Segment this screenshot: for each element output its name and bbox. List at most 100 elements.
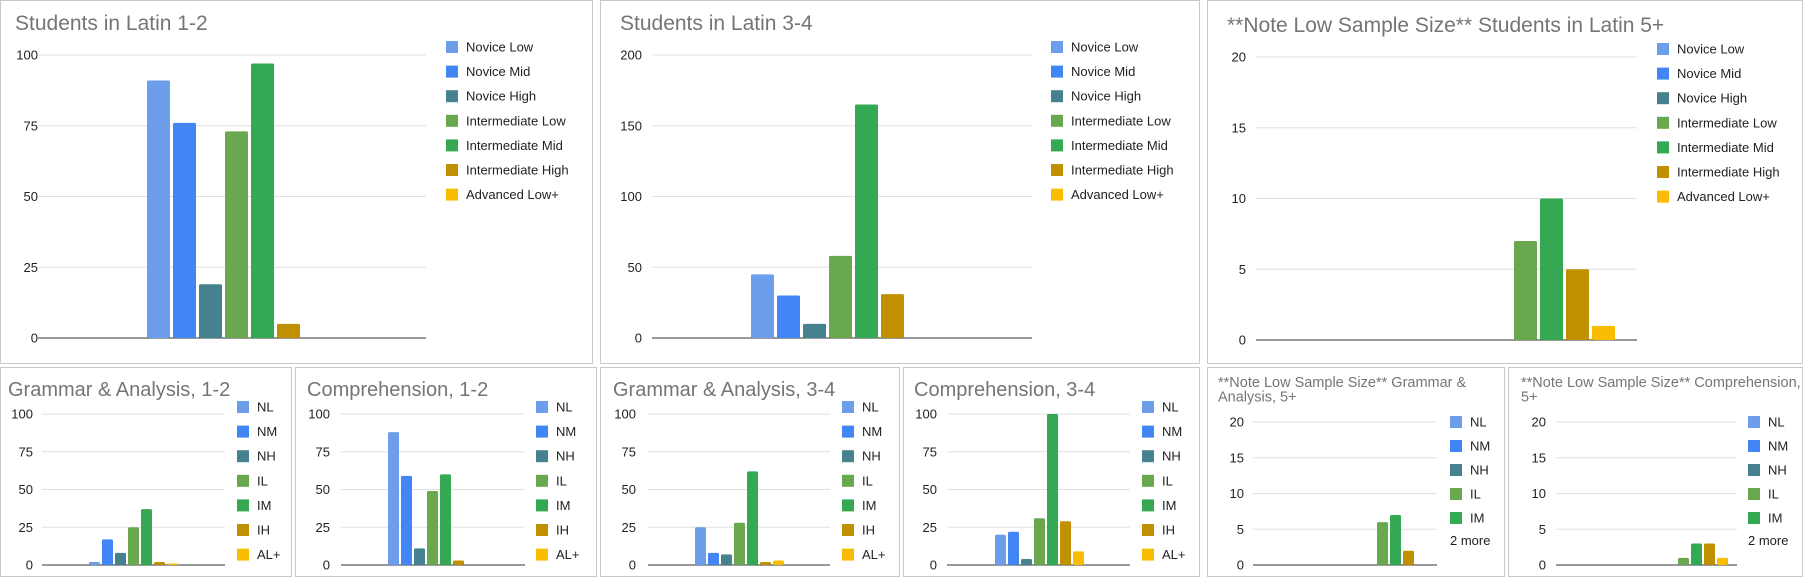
y-tick-label: 0 (26, 558, 33, 573)
y-tick-label: 75 (19, 444, 33, 459)
chart-title: **Note Low Sample Size** Grammar & Analys… (1218, 375, 1467, 406)
legend-label: IL (1162, 473, 1173, 488)
legend-swatch-intermediate-high (1142, 524, 1154, 536)
legend-label: NL (1768, 415, 1785, 430)
y-tick-label: 15 (1532, 450, 1546, 465)
panel-border (1207, 0, 1803, 364)
legend-swatch-advanced-low (237, 548, 249, 561)
legend-label: Novice High (1071, 89, 1141, 104)
legend-label: NH (862, 449, 881, 464)
chart-panel-5: Comprehension, 1-2 0 25 50 75 100 NL NM NH IL IM IH… (295, 367, 597, 577)
y-tick-label: 0 (1239, 333, 1246, 348)
bar-intermediate-mid (141, 509, 152, 565)
bar-intermediate-high (277, 323, 300, 338)
bar-advanced-low (1717, 557, 1728, 565)
y-tick-label: 0 (1539, 558, 1546, 573)
legend-label: IH (556, 523, 569, 538)
bar-intermediate-mid (251, 63, 274, 339)
y-tick-label: 5 (1239, 262, 1246, 277)
chart-panel-3: **Note Low Sample Size** Students in Lat… (1207, 0, 1803, 364)
legend-label: AL+ (257, 547, 281, 562)
y-tick-label: 0 (1237, 558, 1244, 573)
legend-label: Novice Low (1677, 42, 1745, 57)
bar-novice-high (115, 552, 126, 565)
legend-swatch-novice-high (536, 450, 548, 463)
legend-swatch-novice-high (1748, 464, 1760, 476)
y-tick-label: 0 (323, 558, 330, 573)
legend-swatch-advanced-low (1142, 548, 1154, 561)
bar-intermediate-low (1678, 557, 1689, 565)
legend-swatch-intermediate-low (842, 474, 854, 487)
legend-label: IL (862, 473, 873, 488)
legend-swatch-intermediate-low (1657, 116, 1669, 129)
legend-label: Advanced Low+ (1677, 189, 1770, 204)
legend-swatch-intermediate-mid (536, 499, 548, 512)
legend-label: Advanced Low+ (466, 187, 559, 202)
legend-label: Novice Low (466, 40, 534, 55)
y-tick-label: 50 (628, 260, 642, 275)
y-tick-label: 75 (24, 118, 38, 133)
legend-label: NM (556, 424, 576, 439)
y-tick-label: 50 (316, 482, 330, 497)
legend-swatch-intermediate-high (1051, 164, 1063, 176)
y-tick-label: 15 (1232, 120, 1246, 135)
bar-intermediate-high (154, 561, 165, 565)
legend-swatch-intermediate-low (237, 474, 249, 487)
legend-label: Intermediate Low (466, 113, 566, 128)
y-tick-label: 20 (1532, 415, 1546, 430)
legend-label: AL+ (556, 547, 580, 562)
legend-label: Novice High (466, 89, 536, 104)
bar-novice-low (695, 527, 706, 565)
bar-intermediate-low (1034, 518, 1045, 565)
legend-swatch-novice-low (536, 401, 548, 413)
bar-intermediate-mid (855, 104, 878, 339)
legend-swatch-novice-low (1450, 416, 1462, 428)
y-tick-label: 10 (1232, 191, 1246, 206)
y-tick-label: 75 (316, 444, 330, 459)
legend-swatch-advanced-low (1051, 188, 1063, 201)
legend-label: IL (1768, 487, 1779, 502)
legend-label: Intermediate High (466, 163, 569, 178)
bar-intermediate-high (1060, 521, 1071, 565)
legend-swatch-novice-mid (1748, 440, 1760, 452)
legend-more-link[interactable]: 2 more (1748, 533, 1788, 548)
legend-swatch-intermediate-high (237, 524, 249, 536)
legend-label: NH (1768, 463, 1787, 478)
legend-swatch-novice-mid (536, 425, 548, 438)
legend-swatch-intermediate-high (536, 524, 548, 536)
bar-novice-mid (102, 539, 113, 565)
y-tick-label: 0 (31, 331, 38, 346)
legend-swatch-intermediate-mid (842, 499, 854, 512)
y-tick-label: 50 (19, 482, 33, 497)
legend-label: NH (1162, 449, 1181, 464)
chart-panel-2: Students in Latin 3-4 0 50 100 150 200 Novice … (600, 0, 1200, 364)
bar-intermediate-high (453, 560, 464, 565)
legend-swatch-novice-mid (1657, 67, 1669, 80)
chart-panel-4: Grammar & Analysis, 1-2 0 25 50 75 100 NL NM NH I… (0, 367, 292, 577)
legend-swatch-novice-low (1748, 416, 1760, 428)
bar-intermediate-low (128, 527, 139, 565)
y-tick-label: 5 (1237, 522, 1244, 537)
legend-label: Novice Mid (1071, 64, 1135, 79)
bar-advanced-low (773, 560, 784, 565)
legend-swatch-novice-low (1051, 41, 1063, 53)
bar-intermediate-high (1704, 543, 1715, 565)
legend-label: IM (1768, 511, 1782, 526)
legend-swatch-intermediate-mid (446, 139, 458, 152)
bar-intermediate-low (1514, 240, 1537, 340)
legend-swatch-novice-low (446, 41, 458, 53)
chart-title: Grammar & Analysis, 3-4 (613, 379, 835, 401)
bar-advanced-low (1073, 551, 1084, 565)
bar-novice-low (147, 80, 170, 338)
legend-more-link[interactable]: 2 more (1450, 533, 1490, 548)
chart-panel-9: **Note Low Sample Size** Comprehension, 5… (1508, 367, 1803, 577)
y-tick-label: 0 (635, 331, 642, 346)
legend-label: NL (556, 400, 573, 415)
legend-label: NL (1162, 400, 1179, 415)
legend-swatch-intermediate-low (446, 114, 458, 127)
legend-swatch-advanced-low (1657, 190, 1669, 203)
chart-title: **Note Low Sample Size** Students in Lat… (1227, 14, 1664, 37)
y-tick-label: 0 (930, 558, 937, 573)
legend-label: NM (1768, 439, 1788, 454)
